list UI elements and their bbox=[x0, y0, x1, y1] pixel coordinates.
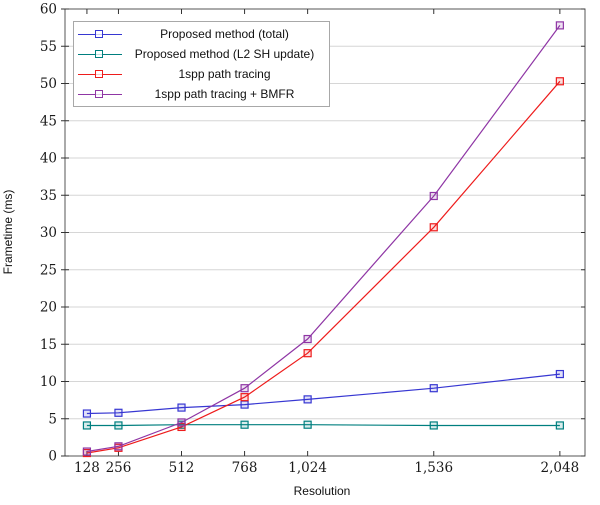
series-marker bbox=[555, 77, 564, 86]
series-marker bbox=[177, 418, 186, 427]
series-marker bbox=[82, 447, 92, 456]
y-tick-label: 20 bbox=[40, 300, 57, 316]
series-marker bbox=[240, 400, 249, 409]
legend-line-sample bbox=[74, 24, 124, 44]
legend-line-sample bbox=[74, 64, 124, 84]
legend-line-sample bbox=[74, 84, 124, 104]
series-marker bbox=[82, 409, 92, 418]
series-marker bbox=[114, 408, 123, 417]
x-tick-label: 1,536 bbox=[414, 460, 453, 476]
y-tick-label: 45 bbox=[40, 113, 57, 129]
x-tick-label: 128 bbox=[74, 460, 100, 476]
series-marker bbox=[240, 393, 249, 402]
square-marker-icon bbox=[95, 70, 103, 78]
square-marker-icon bbox=[95, 30, 103, 38]
series-marker bbox=[240, 384, 249, 393]
series-marker bbox=[303, 420, 312, 429]
y-tick-label: 10 bbox=[40, 374, 57, 390]
x-tick-label: 256 bbox=[106, 460, 132, 476]
y-tick-label: 5 bbox=[48, 411, 57, 427]
legend: Proposed method (total) Proposed method (… bbox=[73, 21, 330, 107]
y-tick-label: 50 bbox=[40, 76, 57, 92]
series-line bbox=[86, 424, 560, 427]
series-marker bbox=[429, 421, 438, 430]
x-tick-label: 512 bbox=[169, 460, 195, 476]
y-tick-label: 60 bbox=[40, 2, 57, 18]
series-marker bbox=[555, 369, 564, 379]
legend-label: 1spp path tracing + BMFR bbox=[154, 87, 295, 101]
y-tick-label: 25 bbox=[40, 262, 57, 278]
legend-label: Proposed method (L2 SH update) bbox=[134, 47, 315, 61]
series-marker bbox=[177, 403, 186, 412]
legend-label: Proposed method (total) bbox=[160, 27, 289, 41]
series-marker bbox=[303, 334, 312, 344]
series-marker bbox=[429, 384, 438, 393]
y-tick-label: 0 bbox=[48, 449, 57, 465]
series-marker bbox=[429, 191, 438, 201]
square-marker-icon bbox=[95, 50, 103, 58]
series-marker bbox=[555, 421, 564, 430]
series-marker bbox=[429, 223, 438, 232]
y-axis-label: Frametime (ms) bbox=[1, 189, 15, 275]
legend-item: Proposed method (L2 SH update) bbox=[74, 44, 329, 64]
legend-item: 1spp path tracing bbox=[74, 64, 329, 84]
series-line bbox=[86, 25, 561, 453]
series-line bbox=[86, 373, 560, 415]
series-marker bbox=[114, 421, 123, 430]
legend-item: 1spp path tracing + BMFR bbox=[74, 84, 329, 104]
x-tick-label: 2,048 bbox=[541, 460, 580, 476]
series-line bbox=[86, 80, 561, 454]
x-tick-label: 768 bbox=[232, 460, 258, 476]
series-marker bbox=[555, 21, 564, 30]
square-marker-icon bbox=[95, 90, 103, 98]
series-marker bbox=[114, 442, 123, 451]
legend-label: 1spp path tracing bbox=[178, 67, 271, 81]
y-tick-label: 35 bbox=[40, 188, 57, 204]
legend-item: Proposed method (total) bbox=[74, 24, 329, 44]
legend-line-sample bbox=[74, 44, 124, 64]
y-tick-label: 40 bbox=[40, 151, 57, 167]
series-marker bbox=[303, 395, 312, 404]
x-tick-label: 1,024 bbox=[288, 460, 327, 476]
x-axis-label: Resolution bbox=[293, 484, 351, 498]
series-marker bbox=[82, 421, 92, 430]
series-marker bbox=[240, 420, 249, 429]
y-tick-label: 15 bbox=[40, 337, 57, 353]
y-tick-label: 55 bbox=[40, 39, 57, 55]
series-marker bbox=[303, 349, 312, 358]
y-tick-label: 30 bbox=[40, 225, 57, 241]
series-marker bbox=[177, 422, 186, 432]
